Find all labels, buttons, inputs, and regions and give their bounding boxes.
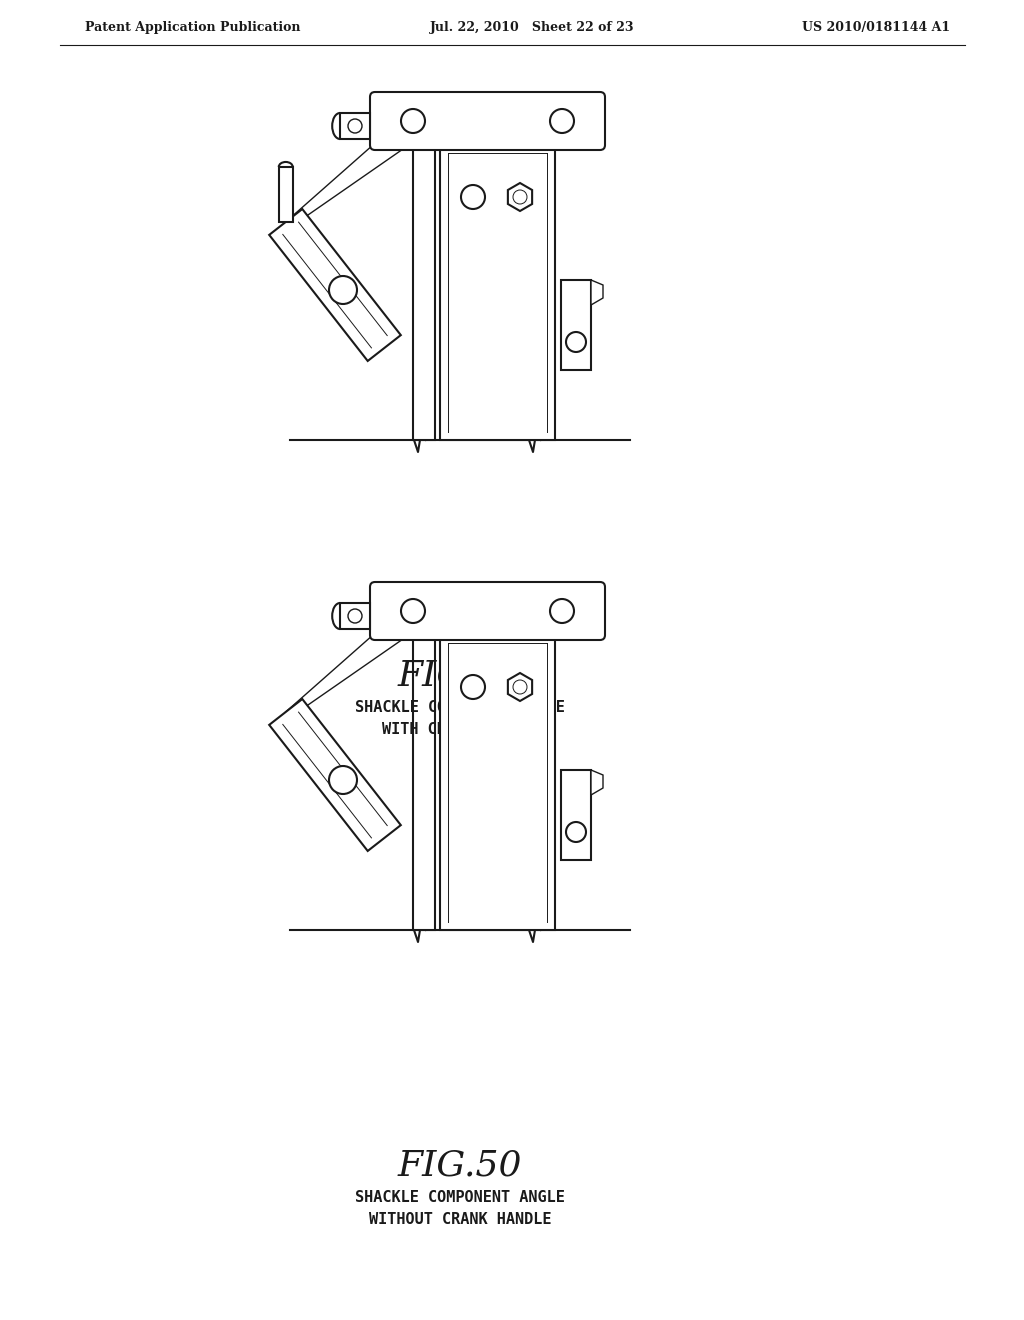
Bar bbox=[279, 166, 293, 222]
Text: Patent Application Publication: Patent Application Publication bbox=[85, 21, 300, 34]
Circle shape bbox=[550, 110, 574, 133]
Text: SHACKLE COMPONENT ANGLE: SHACKLE COMPONENT ANGLE bbox=[355, 701, 565, 715]
Bar bbox=[413, 635, 435, 931]
FancyBboxPatch shape bbox=[370, 92, 605, 150]
Polygon shape bbox=[508, 183, 532, 211]
Circle shape bbox=[461, 185, 485, 209]
Circle shape bbox=[566, 333, 586, 352]
FancyBboxPatch shape bbox=[370, 582, 605, 640]
Circle shape bbox=[513, 190, 527, 205]
Circle shape bbox=[461, 675, 485, 700]
Text: WITH CRANK HANDLE: WITH CRANK HANDLE bbox=[382, 722, 538, 738]
Circle shape bbox=[329, 276, 357, 304]
Text: WITHOUT CRANK HANDLE: WITHOUT CRANK HANDLE bbox=[369, 1213, 551, 1228]
Bar bbox=[413, 145, 435, 440]
Bar bbox=[340, 603, 370, 630]
Bar bbox=[561, 770, 591, 861]
Polygon shape bbox=[591, 280, 603, 305]
Text: FIG.50: FIG.50 bbox=[397, 1148, 522, 1181]
Bar bbox=[561, 280, 591, 370]
Circle shape bbox=[566, 822, 586, 842]
Text: SHACKLE COMPONENT ANGLE: SHACKLE COMPONENT ANGLE bbox=[355, 1191, 565, 1205]
Bar bbox=[440, 635, 555, 931]
Circle shape bbox=[550, 599, 574, 623]
Circle shape bbox=[401, 599, 425, 623]
Circle shape bbox=[348, 609, 362, 623]
Text: FIG.49: FIG.49 bbox=[397, 657, 522, 692]
Circle shape bbox=[348, 119, 362, 133]
Polygon shape bbox=[269, 209, 400, 360]
Bar bbox=[340, 114, 370, 139]
Bar bbox=[440, 145, 555, 440]
Circle shape bbox=[513, 680, 527, 694]
Polygon shape bbox=[269, 700, 400, 851]
Circle shape bbox=[329, 766, 357, 795]
Polygon shape bbox=[508, 673, 532, 701]
Circle shape bbox=[401, 110, 425, 133]
Polygon shape bbox=[591, 770, 603, 795]
Text: US 2010/0181144 A1: US 2010/0181144 A1 bbox=[802, 21, 950, 34]
Text: Jul. 22, 2010   Sheet 22 of 23: Jul. 22, 2010 Sheet 22 of 23 bbox=[430, 21, 635, 34]
